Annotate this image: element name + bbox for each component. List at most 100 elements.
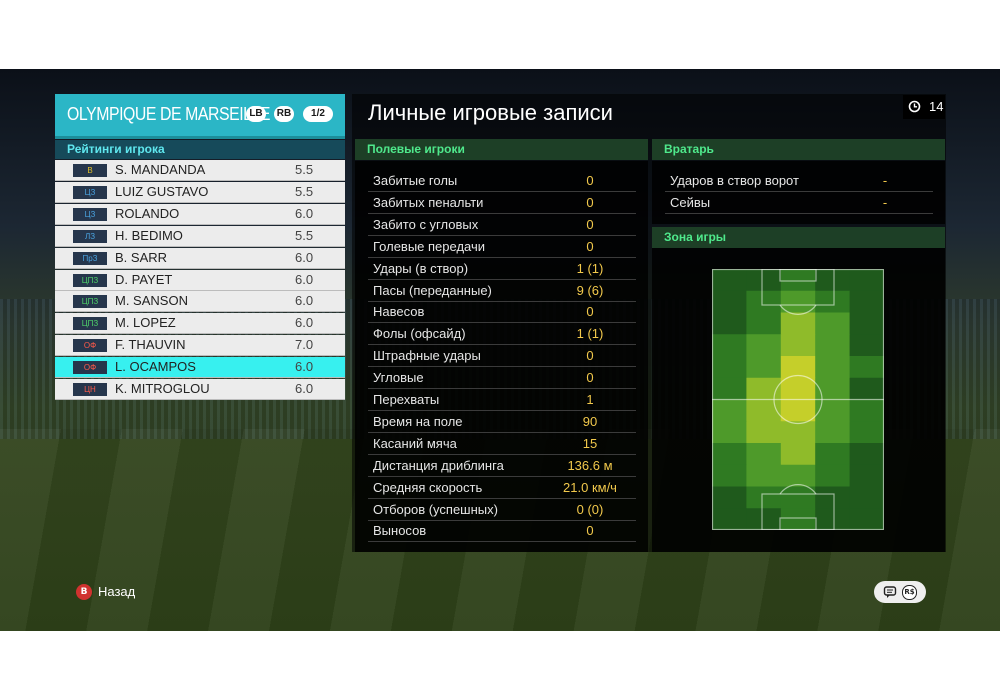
stat-value: 0 (0) [576,501,604,517]
lb-button[interactable]: LB [246,106,266,122]
heatmap-cell [849,508,884,530]
heatmap-cell [849,464,884,487]
player-row[interactable]: ЛЗ H. BEDIMO 5.5 [55,225,345,247]
chat-icon[interactable] [883,585,897,599]
heatmap-cell [780,356,816,379]
stat-value: 0 [586,523,594,539]
pitch-line [761,269,835,306]
rb-button[interactable]: RB [274,106,294,122]
stat-label: Перехваты [373,392,440,407]
clock-icon [908,100,921,113]
stat-label: Средняя скорость [373,479,483,495]
stat-row: Забитых пенальти 0 [368,193,636,214]
player-name: D. PAYET [115,271,173,287]
heatmap-cell [746,356,782,379]
stat-row: Удары (в створ) 1 (1) [368,259,636,280]
stat-value: - [882,194,888,210]
heatmap-cell [780,486,816,509]
position-badge: ОФ [73,339,107,353]
player-row[interactable]: ЦПЗ D. PAYET 6.0 [55,269,345,291]
stat-row: Голевые передачи 0 [368,237,636,258]
heatmap-cell [849,312,884,335]
heatmap-cell [815,399,851,422]
heatmap-cell [746,290,782,313]
player-row[interactable]: ОФ F. THAUVIN 7.0 [55,335,345,357]
gk-stat-row: Сейвы - [665,193,933,214]
heatmap-cell [712,356,747,379]
play-zone-heatmap [712,269,884,530]
stat-value: 0 [586,194,594,210]
stat-row: Навесов 0 [368,302,636,324]
player-name: L. OCAMPOS [115,359,196,375]
stat-value: 9 (6) [576,282,604,298]
heatmap-cell [780,377,816,400]
stat-value: 1 (1) [576,326,604,342]
match-timer: 14 [903,95,945,119]
heatmap-cell [712,399,747,422]
pitch-line [779,304,817,315]
stat-row: Угловые 0 [368,368,636,390]
heatmap-cell [746,269,782,292]
player-rating: 6.0 [295,205,314,221]
position-badge: В [73,164,107,177]
player-row[interactable]: ЦПЗ M. SANSON 6.0 [55,291,345,313]
field-players-stats [355,161,648,552]
player-row[interactable]: В S. MANDANDA 5.5 [55,160,345,181]
footer-icons: R$ [874,581,926,603]
ratings-title: Рейтинги игрока [55,140,345,159]
player-name: M. LOPEZ [115,315,176,331]
stat-value: 0 [586,238,594,254]
position-badge: ЦЗ [73,207,107,221]
heatmap-cell [712,312,747,335]
position-badge: ЦЗ [73,185,107,199]
b-button-icon[interactable]: B [76,584,92,600]
player-row[interactable]: ЦЗ LUIZ GUSTAVO 5.5 [55,181,345,203]
heatmap-cell [849,356,884,379]
player-name: LUIZ GUSTAVO [115,183,209,199]
stat-value: 1 [586,392,594,407]
stat-value: 0 [586,173,594,188]
player-rating: 6.0 [295,249,314,265]
stat-row: Выносов 0 [368,521,636,543]
back-label[interactable]: Назад [98,584,136,599]
heatmap-cell [780,508,816,530]
stat-label: Удары (в створ) [373,260,469,276]
player-name: S. MANDANDA [115,162,206,177]
pitch-line [779,517,817,530]
timer-value: 14 [929,99,944,114]
heatmap-cell [780,334,816,357]
stat-row: Штрафные удары 0 [368,346,636,368]
stat-label: Время на поле [373,413,463,429]
player-row[interactable]: ЦН K. MITROGLOU 6.0 [55,379,345,400]
stat-row: Время на поле 90 [368,412,636,433]
player-row[interactable]: ЦПЗ M. LOPEZ 6.0 [55,313,345,335]
stat-label: Ударов в створ ворот [670,173,799,188]
heatmap-cell [712,334,747,357]
goalkeeper-header: Вратарь [652,139,945,160]
heatmap-cell [746,399,782,422]
player-row[interactable]: ПрЗ B. SARR 6.0 [55,247,345,269]
heatmap-cell [815,464,851,487]
heatmap-cell [780,421,816,444]
stat-row: Забито с угловых 0 [368,215,636,236]
stat-value: 90 [582,413,598,429]
stat-label: Навесов [373,304,425,320]
stat-value: 0 [586,370,594,386]
pitch-line [773,374,823,425]
heatmap-cell [780,443,816,466]
rs-icon[interactable]: R$ [902,585,917,600]
position-badge: ПрЗ [73,251,107,265]
heatmap-cell [815,508,851,530]
player-row[interactable]: ОФ L. OCAMPOS 6.0 [55,357,345,379]
stat-row: Фолы (офсайд) 1 (1) [368,324,636,346]
player-name: B. SARR [115,249,168,265]
position-badge: ОФ [73,361,107,375]
player-name: ROLANDO [115,205,180,221]
player-row[interactable]: ЦЗ ROLANDO 6.0 [55,203,345,225]
heatmap-cell [849,486,884,509]
heatmap-cell [746,464,782,487]
heatmap-cell [815,312,851,335]
stat-value: 1 (1) [576,260,604,276]
stat-value: 21.0 км/ч [563,479,617,495]
gk-stat-row: Ударов в створ ворот - [665,171,933,192]
